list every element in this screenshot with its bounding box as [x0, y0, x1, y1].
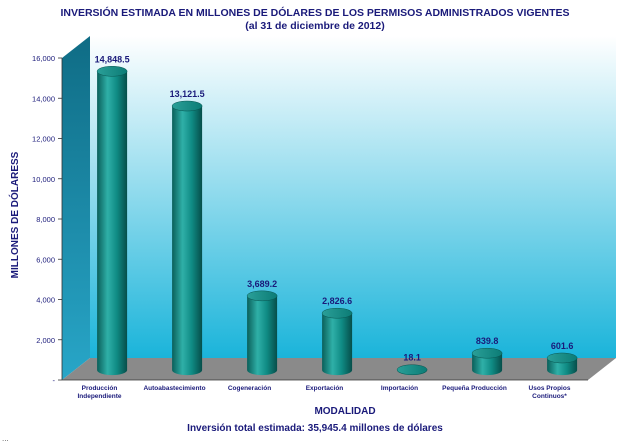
x-tick-label: Exportación	[306, 385, 344, 392]
chart-title: INVERSIÓN ESTIMADA EN MILLONES DE DÓLARE…	[0, 7, 630, 33]
bar-body	[97, 71, 128, 376]
bar-top	[396, 364, 428, 375]
y-tick-label: 4,000	[36, 296, 55, 305]
bar	[171, 100, 203, 376]
x-tick-label-line: Importación	[381, 385, 418, 392]
value-label: 14,848.5	[95, 54, 130, 64]
x-tick-label-line: Continuos*	[532, 393, 567, 400]
bar	[96, 66, 128, 376]
x-tick-label-line: Cogeneración	[228, 385, 271, 392]
y-tick-label: -	[53, 376, 56, 385]
back-wall	[90, 36, 616, 358]
bar-top	[246, 290, 278, 302]
x-tick-label: Autoabastecimiento	[143, 385, 205, 392]
bar-body	[172, 106, 203, 376]
chart-title-line: INVERSIÓN ESTIMADA EN MILLONES DE DÓLARE…	[60, 7, 570, 19]
x-tick-label: Usos Propios Continuos*	[529, 385, 571, 400]
bar	[546, 352, 578, 376]
bar-body	[322, 313, 353, 376]
x-tick-label: Pequeña Producción	[442, 385, 507, 392]
bar-body	[247, 295, 278, 376]
value-labels: 14,848.5 13,121.5 3,689.2 2,826.6 18.1 839.8 6…	[95, 54, 574, 362]
x-tick-label-line: Producción	[82, 385, 118, 392]
bar	[246, 290, 278, 376]
bar-top	[546, 352, 578, 364]
x-tick-label-line: Pequeña Producción	[442, 385, 507, 392]
y-tick-label: 14,000	[32, 94, 55, 103]
bar-top	[171, 100, 203, 112]
bar	[396, 364, 428, 376]
side-wall	[62, 36, 90, 380]
x-tick-label-line: Usos Propios	[529, 385, 571, 392]
chart-subtitle: (al 31 de diciembre de 2012)	[245, 20, 385, 32]
value-label: 601.6	[551, 341, 574, 351]
x-tick-label: Importación	[381, 385, 418, 392]
bars-group	[96, 66, 578, 376]
y-tick-label: 10,000	[32, 175, 55, 184]
value-label: 2,826.6	[322, 296, 352, 306]
bar-body	[472, 353, 503, 376]
value-label: 13,121.5	[170, 89, 205, 99]
bar	[321, 307, 353, 376]
x-tick-label: Producción Independiente	[77, 385, 121, 400]
cut-off-text: ...	[2, 434, 9, 443]
x-tick-label-line: Autoabastecimiento	[143, 385, 205, 392]
y-tick-label: 6,000	[36, 255, 55, 264]
bar	[471, 347, 503, 376]
bar-top	[321, 307, 353, 319]
y-axis: - 2,000 4,000 6,000 8,000 10,000 12,000 14,000 1…	[32, 54, 62, 385]
x-tick-label: Cogeneración	[228, 385, 271, 392]
y-axis-label: MILLONES DE DÓLARESS	[8, 151, 21, 278]
y-tick-label: 16,000	[32, 54, 55, 63]
x-axis-label: MODALIDAD	[314, 406, 375, 417]
value-label: 3,689.2	[247, 279, 277, 289]
bar-top	[96, 66, 128, 77]
x-tick-label-line: Exportación	[306, 385, 344, 392]
bar-top	[471, 347, 503, 359]
total-investment-note: Inversión total estimada: 35,945.4 millo…	[187, 423, 443, 434]
x-tick-label-line: Independiente	[77, 393, 121, 400]
value-label: 839.8	[476, 336, 499, 346]
x-axis: Producción Independiente Autoabastecimient…	[77, 385, 570, 400]
y-tick-label: 8,000	[36, 215, 55, 224]
y-tick-label: 12,000	[32, 135, 55, 144]
value-label: 18.1	[403, 353, 421, 363]
y-tick-label: 2,000	[36, 336, 55, 345]
